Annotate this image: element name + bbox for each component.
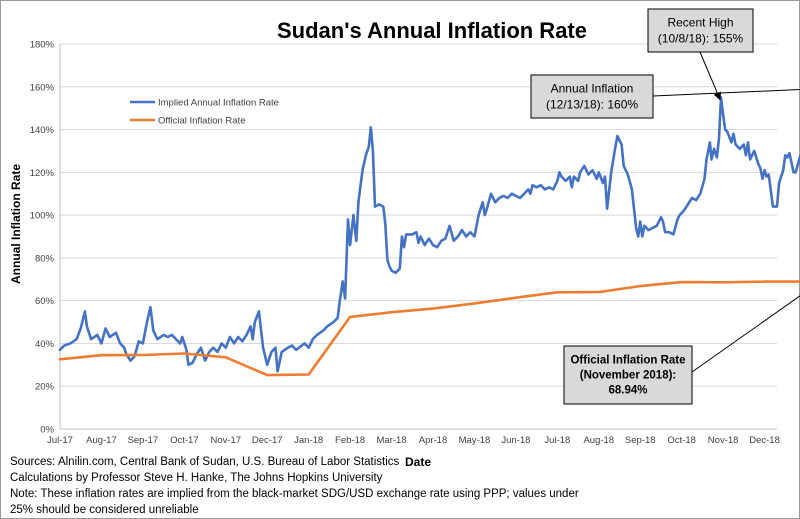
implied-inflation-line <box>58 96 800 373</box>
official-rate-label: 68.94% <box>608 385 647 397</box>
legend-label: Official Inflation Rate <box>158 116 245 127</box>
x-tick-label: Apr-18 <box>419 435 448 446</box>
x-tick-label: Aug-18 <box>583 435 614 446</box>
official-rate-arrow <box>691 295 800 373</box>
note-line: Note: These inflation rates are implied … <box>10 488 579 500</box>
x-tick-label: Jun-18 <box>501 435 530 446</box>
official-rate-label: (November 2018): <box>580 370 677 382</box>
recent-high-box <box>647 8 754 53</box>
sources-block: Sources: Alnilin.com, Central Bank of Su… <box>10 454 610 518</box>
recent-high-label: Recent High <box>667 16 733 30</box>
y-tick-label: 140% <box>30 125 55 136</box>
chart-title: Sudan's Annual Inflation Rate <box>277 18 587 43</box>
y-tick-label: 160% <box>30 82 55 93</box>
annual-inflation-label: Annual Inflation <box>551 82 634 96</box>
y-tick-label: 60% <box>35 296 55 307</box>
x-tick-label: Jul-18 <box>544 435 570 446</box>
x-tick-label: Aug-17 <box>86 435 117 446</box>
y-tick-label: 180% <box>30 40 55 51</box>
y-axis-label: Annual Inflation Rate <box>9 164 23 284</box>
note-line-continued: 25% should be considered unreliable <box>10 504 199 516</box>
y-tick-label: 120% <box>30 168 55 179</box>
y-tick-label: 0% <box>40 425 54 436</box>
x-tick-label: Oct-18 <box>667 435 696 446</box>
annual-inflation-arrow <box>652 89 800 97</box>
official-rate-box <box>563 345 693 405</box>
official-rate-label: Official Inflation Rate <box>570 355 685 367</box>
x-tick-label: Dec-17 <box>252 435 283 446</box>
annual-inflation-label: (12/13/18): 160% <box>546 98 638 112</box>
y-tick-label: 20% <box>35 382 55 393</box>
x-tick-label: Sep-18 <box>625 435 656 446</box>
recent-high-label: (10/8/18): 155% <box>658 32 744 46</box>
calculations-line: Calculations by Professor Steve H. Hanke… <box>10 472 383 484</box>
legend-label: Implied Annual Inflation Rate <box>158 98 279 109</box>
x-tick-label: Jul-17 <box>47 435 73 446</box>
y-tick-label: 100% <box>30 211 55 222</box>
annual-inflation-box <box>530 74 654 119</box>
x-tick-label: May-18 <box>459 435 491 446</box>
sources-line: Sources: Alnilin.com, Central Bank of Su… <box>10 456 400 468</box>
official-inflation-line <box>58 280 800 377</box>
x-tick-label: Jan-18 <box>294 435 323 446</box>
x-axis-label: Date <box>405 455 431 469</box>
x-tick-label: Nov-18 <box>708 435 739 446</box>
x-tick-label: Nov-17 <box>210 435 241 446</box>
x-tick-label: Mar-18 <box>377 435 407 446</box>
y-tick-label: 80% <box>35 253 55 264</box>
x-tick-label: Feb-18 <box>335 435 365 446</box>
x-tick-label: Sep-17 <box>128 435 159 446</box>
x-tick-label: Oct-17 <box>170 435 199 446</box>
x-tick-label: Dec-18 <box>749 435 780 446</box>
y-tick-label: 40% <box>35 339 55 350</box>
recent-high-arrow <box>699 51 722 101</box>
